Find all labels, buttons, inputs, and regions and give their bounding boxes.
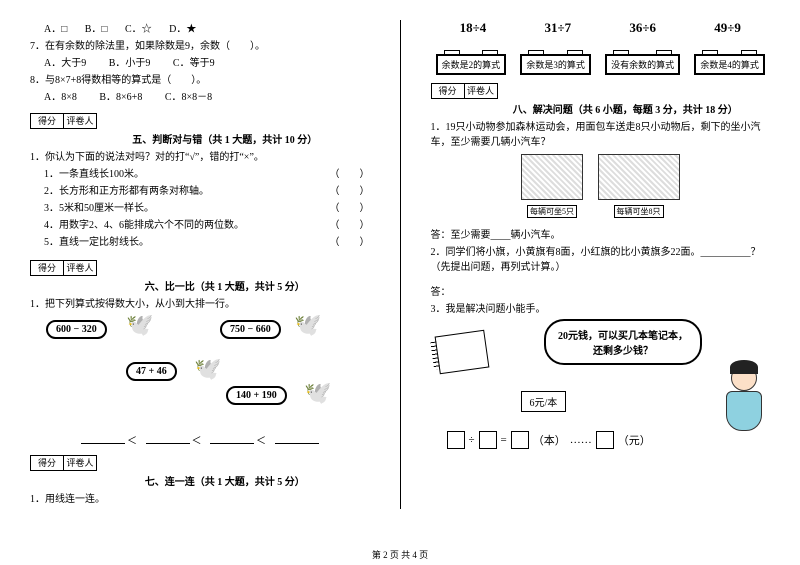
opt-b: B．8×6+8 bbox=[99, 92, 142, 103]
s5-q: 1．你认为下面的说法对吗？对的打“√”，错的打“×”。 bbox=[30, 150, 370, 165]
girl-icon bbox=[716, 365, 772, 437]
eq-3: 36÷6 bbox=[629, 20, 656, 36]
s6-q: 1．把下列算式按得数大小，从小到大排一行。 bbox=[30, 297, 370, 312]
tag-3: 没有余数的算式 bbox=[605, 54, 680, 75]
s5-3: 3．5米和50厘米一样长。（ ） bbox=[44, 201, 370, 216]
calc-1: 600 − 320 bbox=[46, 320, 107, 339]
opt-b: B．□ bbox=[85, 24, 108, 35]
bird-icon: 🕊️ bbox=[294, 312, 321, 338]
q3-area: 20元钱，可以买几本笔记本， 还剩多少钱？ 6元/本 ÷ = （本） …… bbox=[431, 319, 771, 449]
q8: 8．与8×7+8得数相等的算式是（ ）。 bbox=[30, 73, 370, 88]
bird-icon: 🕊️ bbox=[194, 356, 221, 382]
s7-q: 1．用线连一连。 bbox=[30, 492, 370, 507]
score-box-8: 得分 评卷人 bbox=[431, 83, 771, 99]
blank-box bbox=[447, 431, 465, 449]
blank-box bbox=[479, 431, 497, 449]
eq-4: 49÷9 bbox=[714, 20, 741, 36]
opt-c: C．8×8－8 bbox=[165, 92, 212, 103]
bus-label-2: 每辆可坐8只 bbox=[614, 205, 664, 218]
tag-1: 余数是2的算式 bbox=[436, 54, 507, 75]
s8-1-ans: 答：至少需要____辆小汽车。 bbox=[431, 228, 771, 243]
reviewer-label: 评卷人 bbox=[64, 455, 97, 471]
bird-diagram: 600 − 320 🕊️ 750 − 660 🕊️ 47 + 46 🕊️ 140… bbox=[30, 316, 370, 426]
opt-a: A．大于9 bbox=[44, 58, 86, 69]
q6-options: A．□ B．□ C．☆ D．★ bbox=[44, 22, 370, 37]
equations-row: 18÷4 31÷7 36÷6 49÷9 bbox=[431, 20, 771, 36]
score-label: 得分 bbox=[30, 260, 64, 276]
bus-label-1: 每辆可坐5只 bbox=[527, 205, 577, 218]
bird-icon: 🕊️ bbox=[304, 380, 331, 406]
reviewer-label: 评卷人 bbox=[64, 113, 97, 129]
tags-row: 余数是2的算式 余数是3的算式 没有余数的算式 余数是4的算式 bbox=[431, 54, 771, 75]
s5-5: 5．直线一定比射线长。（ ） bbox=[44, 235, 370, 250]
score-label: 得分 bbox=[431, 83, 465, 99]
eq-1: 18÷4 bbox=[460, 20, 487, 36]
s8-2-ans: 答： bbox=[431, 285, 771, 300]
calc-4: 140 + 190 bbox=[226, 386, 287, 405]
compare-blanks: ＜ ＜ ＜ bbox=[30, 432, 370, 447]
s5-1: 1．一条直线长100米。（ ） bbox=[44, 167, 370, 182]
opt-a: A．□ bbox=[44, 24, 67, 35]
blank-box bbox=[511, 431, 529, 449]
bird-icon: 🕊️ bbox=[126, 312, 153, 338]
equation-boxes: ÷ = （本） …… （元） bbox=[447, 431, 651, 449]
left-column: A．□ B．□ C．☆ D．★ 7．在有余数的除法里，如果除数是9，余数（ ）。… bbox=[30, 20, 370, 509]
s5-4: 4．用数字2、4、6能排成六个不同的两位数。（ ） bbox=[44, 218, 370, 233]
opt-c: C．等于9 bbox=[173, 58, 215, 69]
car-icon bbox=[521, 154, 583, 200]
calc-3: 47 + 46 bbox=[126, 362, 177, 381]
page-divider bbox=[400, 20, 401, 509]
score-box-6: 得分 评卷人 bbox=[30, 260, 370, 276]
section-8-title: 八、解决问题（共 6 小题，每题 3 分，共计 18 分） bbox=[481, 101, 771, 116]
notebook-icon bbox=[437, 333, 487, 374]
bus-icon bbox=[598, 154, 680, 200]
s8-2: 2．同学们将小旗，小黄旗有8面，小红旗的比小黄旗多22面。__________？… bbox=[431, 245, 771, 275]
section-7-title: 七、连一连（共 1 大题，共计 5 分） bbox=[80, 473, 370, 488]
tag-2: 余数是3的算式 bbox=[520, 54, 591, 75]
section-6-title: 六、比一比（共 1 大题，共计 5 分） bbox=[80, 278, 370, 293]
reviewer-label: 评卷人 bbox=[64, 260, 97, 276]
s8-3: 3．我是解决问题小能手。 bbox=[431, 302, 771, 317]
right-column: 18÷4 31÷7 36÷6 49÷9 余数是2的算式 余数是3的算式 没有余数… bbox=[431, 20, 771, 509]
section-5-title: 五、判断对与错（共 1 大题，共计 10 分） bbox=[80, 131, 370, 146]
page-footer: 第 2 页 共 4 页 bbox=[0, 548, 800, 561]
s8-1: 1．19只小动物参加森林运动会，用面包车送走8只小动物后，剩下的坐小汽车，至少需… bbox=[431, 120, 771, 150]
opt-c: C．☆ bbox=[125, 24, 152, 35]
blank-box bbox=[596, 431, 614, 449]
calc-2: 750 − 660 bbox=[220, 320, 281, 339]
score-box-5: 得分 评卷人 bbox=[30, 113, 370, 129]
tag-4: 余数是4的算式 bbox=[694, 54, 765, 75]
q7-options: A．大于9 B．小于9 C．等于9 bbox=[44, 56, 370, 71]
reviewer-label: 评卷人 bbox=[465, 83, 498, 99]
price-tag: 6元/本 bbox=[521, 391, 567, 412]
score-label: 得分 bbox=[30, 113, 64, 129]
speech-cloud: 20元钱，可以买几本笔记本， 还剩多少钱？ bbox=[544, 319, 702, 365]
s5-2: 2．长方形和正方形都有两条对称轴。（ ） bbox=[44, 184, 370, 199]
score-label: 得分 bbox=[30, 455, 64, 471]
q7: 7．在有余数的除法里，如果除数是9，余数（ ）。 bbox=[30, 39, 370, 54]
opt-a: A．8×8 bbox=[44, 92, 77, 103]
q8-options: A．8×8 B．8×6+8 C．8×8－8 bbox=[44, 90, 370, 105]
bus-illustration: 每辆可坐5只 每辆可坐8只 bbox=[431, 154, 771, 218]
opt-d: D．★ bbox=[169, 24, 196, 35]
eq-2: 31÷7 bbox=[544, 20, 571, 36]
opt-b: B．小于9 bbox=[109, 58, 151, 69]
score-box-7: 得分 评卷人 bbox=[30, 455, 370, 471]
